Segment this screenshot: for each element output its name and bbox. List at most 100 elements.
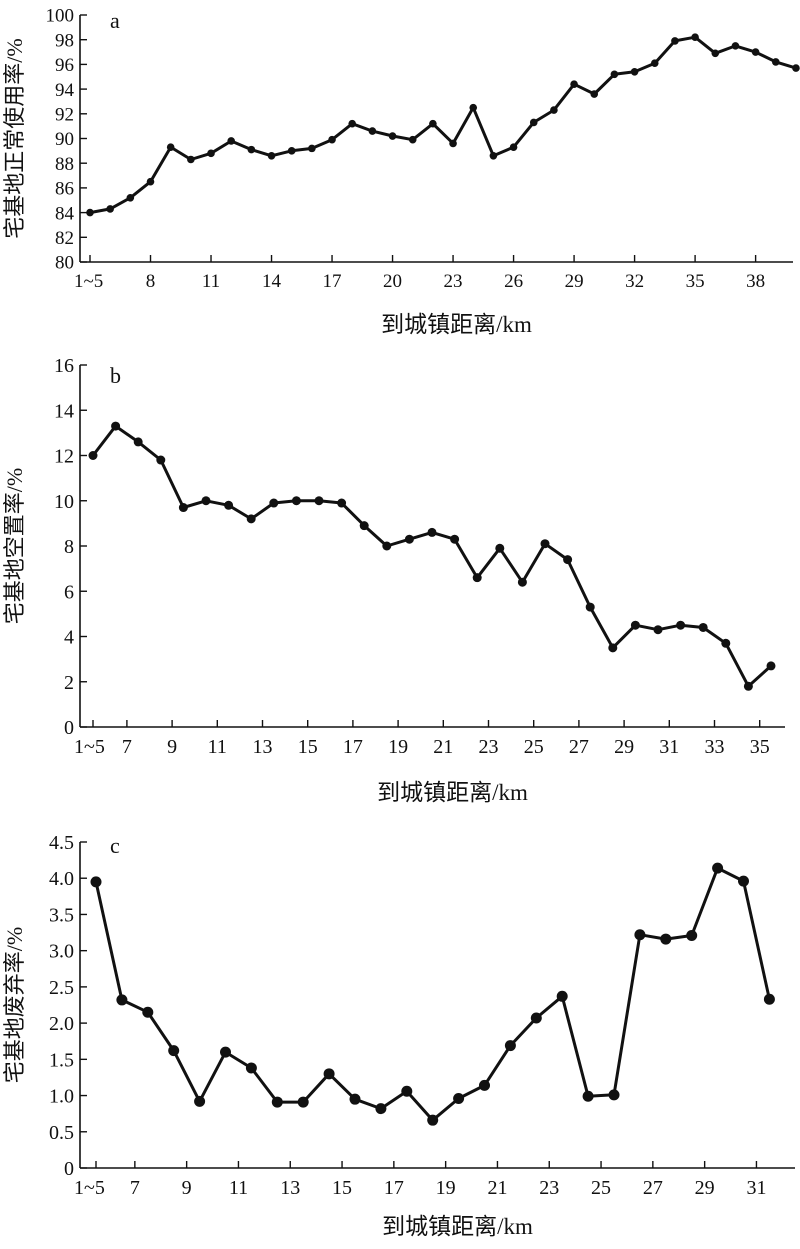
data-point [495,543,505,553]
data-point [698,622,708,632]
data-point [427,1114,439,1126]
data-point [792,64,800,72]
y-tick-label: 0 [64,717,74,739]
data-point [359,521,369,531]
data-point [126,193,135,202]
data-point [766,661,776,671]
data-point [712,862,724,874]
x-axis-title: 到城镇距离/km [381,312,532,337]
y-tick-label: 4.0 [49,868,74,890]
data-point [711,49,720,58]
y-tick-label: 6 [64,581,74,603]
data-point [608,1089,620,1101]
y-tick-label: 2.0 [49,1013,74,1035]
y-tick-label: 96 [55,55,74,76]
data-point [194,1095,206,1107]
data-point [540,539,550,549]
data-point [133,437,143,447]
x-axis-title: 到城镇距离/km [382,1214,533,1239]
y-tick-label: 3.0 [49,941,74,963]
data-point [106,205,114,213]
x-tick-label: 9 [182,1177,192,1199]
x-tick-label: 29 [614,736,634,758]
y-tick-label: 92 [55,104,74,125]
data-point [116,994,128,1006]
x-tick-label: 26 [504,271,523,292]
panel-label: c [110,833,120,858]
data-point [267,151,276,160]
data-point [427,527,437,537]
x-tick-label: 35 [686,271,705,292]
y-tick-label: 0 [64,1158,74,1180]
x-tick-label: 23 [479,736,499,758]
x-tick-label: 23 [539,1177,559,1199]
x-tick-label: 32 [625,271,644,292]
data-point [650,59,659,67]
data-point [166,143,175,151]
data-point [314,496,324,506]
data-point [721,638,731,648]
data-point [660,933,672,945]
data-point [556,990,568,1002]
data-point [111,421,121,431]
x-tick-label: 11 [208,736,227,758]
data-point [686,929,698,941]
y-axis-title: 宅基地空置率/% [2,468,27,624]
data-point [269,498,279,508]
data-point [751,48,760,56]
data-point [610,70,619,79]
y-tick-label: 3.5 [49,904,74,926]
data-point [308,144,316,153]
panel-label: b [110,363,121,388]
data-point [247,145,256,154]
data-point [156,455,166,465]
data-point [291,496,301,506]
x-tick-label: 15 [298,736,318,758]
y-tick-label: 2.5 [49,977,74,999]
data-point [368,127,377,135]
x-tick-label: 1~5 [74,1177,105,1199]
data-point [388,132,397,140]
y-tick-label: 12 [54,446,74,468]
data-point [582,1090,594,1102]
x-tick-label: 15 [332,1177,352,1199]
data-point [585,602,595,612]
data-point [168,1045,180,1057]
x-tick-label: 9 [167,736,177,758]
data-point [429,119,437,128]
data-point [146,177,155,186]
y-tick-label: 2 [64,672,74,694]
y-tick-label: 16 [54,355,74,377]
data-point [469,103,478,112]
data-point [245,1062,257,1074]
data-point [634,929,646,941]
y-tick-label: 90 [55,129,74,150]
data-point [328,135,336,144]
y-tick-label: 4 [64,627,74,649]
data-point [472,573,482,583]
y-tick-label: 88 [55,154,74,175]
x-tick-label: 29 [695,1177,715,1199]
y-tick-label: 1.5 [49,1049,74,1071]
x-tick-label: 1~5 [74,271,103,292]
data-point [517,577,527,587]
x-tick-label: 7 [122,736,132,758]
data-point [671,37,679,45]
data-point [207,149,215,158]
y-tick-label: 94 [55,80,75,101]
data-point [224,500,234,510]
data-point [530,1012,542,1024]
data-point [337,498,347,508]
data-point [349,1093,361,1105]
data-point [450,534,460,544]
x-tick-label: 1~5 [74,736,105,758]
data-point [187,155,195,164]
x-tick-label: 21 [487,1177,507,1199]
x-tick-label: 14 [262,271,282,292]
data-point [608,643,618,653]
x-tick-label: 19 [436,1177,456,1199]
y-tick-label: 84 [55,203,75,224]
data-point [590,90,599,98]
x-tick-label: 20 [383,271,402,292]
